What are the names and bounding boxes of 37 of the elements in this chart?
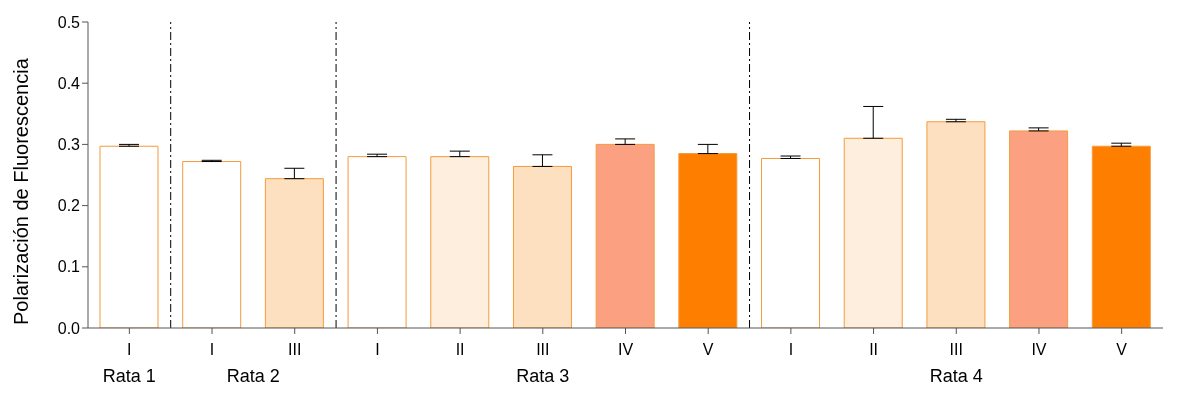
y-tick-label: 0.2 — [57, 197, 81, 215]
x-tick-label: III — [949, 341, 963, 359]
bar — [1009, 130, 1069, 328]
bar — [182, 161, 242, 328]
bar — [761, 157, 821, 328]
bar — [843, 137, 903, 328]
bar — [678, 153, 738, 328]
text: Rata 4 — [928, 366, 984, 387]
bar — [99, 145, 159, 328]
y-tick-label: 0.0 — [57, 319, 81, 337]
bar — [347, 156, 407, 328]
x-tick-label: I — [788, 341, 794, 359]
bar — [512, 165, 572, 328]
x-tick-label: III — [288, 341, 302, 359]
x-tick-label: V — [702, 341, 714, 359]
x-tick-label: I — [127, 341, 132, 359]
x-tick-label: I — [375, 341, 380, 359]
text: Rata 3 — [515, 366, 571, 387]
bar — [926, 121, 986, 328]
bar — [1091, 145, 1151, 328]
y-tick-label: 0.4 — [57, 74, 81, 92]
x-tick-label: II — [869, 341, 879, 359]
text: Rata 2 — [225, 366, 281, 387]
x-tick-label: IV — [1031, 341, 1047, 359]
x-tick-label: III — [536, 341, 550, 359]
y-tick-label: 0.5 — [57, 13, 81, 31]
y-tick-label: 0.1 — [57, 258, 81, 276]
bar — [264, 178, 324, 328]
bar — [430, 156, 490, 328]
text: Rata 1 — [101, 366, 157, 387]
x-tick-label: II — [455, 341, 465, 359]
y-tick-label: 0.3 — [57, 136, 81, 154]
y-axis-title: Polarización de Fluorescencia — [10, 57, 33, 325]
x-tick-label: I — [209, 341, 215, 359]
x-tick-label: V — [1116, 341, 1128, 359]
x-tick-label: IV — [617, 341, 634, 359]
bar — [595, 143, 655, 328]
